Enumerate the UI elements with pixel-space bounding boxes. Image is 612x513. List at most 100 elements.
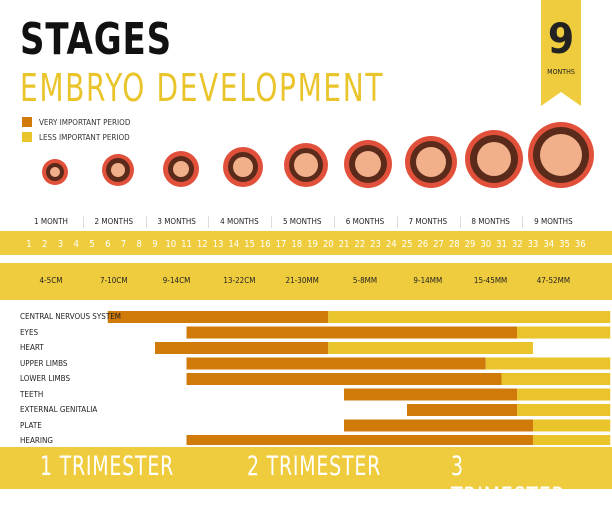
organ-label: EYES <box>20 327 39 337</box>
size-label: 9-14CM <box>162 276 191 285</box>
legend-label: VERY IMPORTANT PERIOD <box>39 117 131 127</box>
organ-label: UPPER LIMBS <box>20 358 68 368</box>
week-number: 20 <box>322 239 334 250</box>
trimester-1-label: 1 TRIMESTER <box>40 451 175 482</box>
trimester-band <box>0 447 612 489</box>
trimester-3-label: 3 TRIMESTER <box>451 451 566 513</box>
months-banner <box>541 0 581 106</box>
week-number: 35 <box>559 239 570 250</box>
month-divider <box>459 216 461 228</box>
week-number: 24 <box>385 239 397 250</box>
size-label: 4-5CM <box>39 276 63 285</box>
organ-label: HEARING <box>20 436 53 445</box>
embryo-month-1-icon <box>42 159 68 185</box>
organ-bar-very-important <box>107 311 329 323</box>
week-number: 7 <box>120 239 127 250</box>
week-number: 13 <box>212 239 224 250</box>
organ-label: PLATE <box>20 420 42 430</box>
month-label: 9 MONTHS <box>534 217 573 226</box>
month-label: 6 MONTHS <box>345 217 385 226</box>
month-label: 8 MONTHS <box>471 217 510 226</box>
embryo-month-7-icon <box>405 136 457 188</box>
month-divider <box>334 216 335 228</box>
badge-label: MONTHS <box>547 68 575 76</box>
week-number: 8 <box>136 239 142 250</box>
organ-bar-less-important <box>517 388 611 401</box>
badge-number: 9 <box>547 14 575 63</box>
week-number: 36 <box>574 239 586 250</box>
legend-item-less-important: LESS IMPORTANT PERIOD <box>22 130 130 144</box>
week-number: 23 <box>370 239 381 250</box>
page-subtitle: EMBRYO DEVELOPMENT <box>20 66 385 110</box>
week-number: 32 <box>511 239 523 250</box>
month-divider <box>271 216 273 228</box>
embryo-month-4-icon <box>223 147 263 187</box>
embryo-illustrations <box>42 122 594 188</box>
month-divider <box>522 216 524 228</box>
organ-label: TEETH <box>20 389 44 399</box>
week-number: 29 <box>464 239 476 250</box>
organ-bar-very-important <box>155 342 329 354</box>
organ-label: HEART <box>20 343 44 352</box>
month-label: 2 MONTHS <box>94 217 134 226</box>
week-number: 30 <box>480 239 492 250</box>
legend-swatch-very-important <box>22 117 32 127</box>
trimester-2-label: 2 TRIMESTER <box>247 451 382 482</box>
size-label: 15-45MM <box>473 276 508 285</box>
week-number: 10 <box>165 239 177 250</box>
week-number: 4 <box>73 239 79 250</box>
week-number: 19 <box>307 239 318 250</box>
week-number: 12 <box>196 239 208 250</box>
week-number: 2 <box>42 239 48 250</box>
sizes-band <box>0 263 612 300</box>
weeks-band <box>0 231 612 255</box>
month-label: 1 MONTH <box>34 217 68 226</box>
week-number: 15 <box>244 239 255 250</box>
week-number: 6 <box>105 239 111 250</box>
week-number: 21 <box>338 239 350 250</box>
embryo-month-2-icon <box>102 154 134 186</box>
legend-item-very-important: VERY IMPORTANT PERIOD <box>22 115 130 129</box>
week-number: 28 <box>448 239 460 250</box>
week-number: 25 <box>401 239 413 250</box>
organ-development-chart <box>107 311 611 445</box>
month-divider <box>396 216 398 228</box>
organ-label: LOWER LIMBS <box>20 374 71 383</box>
embryo-month-6-icon <box>344 140 392 188</box>
organ-bar-very-important <box>186 357 486 370</box>
month-divider <box>208 216 210 228</box>
size-label: 13-22CM <box>223 276 256 285</box>
organ-label: EXTERNAL GENITALIA <box>20 405 98 414</box>
week-number: 1 <box>26 239 32 250</box>
organ-bar-less-important <box>501 373 611 385</box>
organ-bar-very-important <box>186 373 502 385</box>
organ-bar-very-important <box>186 435 533 445</box>
organ-bar-less-important <box>328 342 533 354</box>
month-divider <box>145 216 147 228</box>
month-label: 5 MONTHS <box>282 217 322 226</box>
embryo-month-5-icon <box>284 143 328 187</box>
week-number: 17 <box>275 239 287 250</box>
week-number: 33 <box>527 239 539 250</box>
page-title: STAGES <box>20 14 173 65</box>
organ-bar-less-important <box>533 419 611 432</box>
organ-bar-less-important <box>517 404 611 416</box>
organ-bar-very-important <box>344 388 518 401</box>
legend-swatch-less-important <box>22 132 32 142</box>
embryo-month-3-icon <box>163 151 199 187</box>
size-label: 5-8MM <box>352 276 378 285</box>
month-label: 4 MONTHS <box>220 217 259 226</box>
organ-bar-less-important <box>485 357 611 370</box>
organ-bar-very-important <box>186 326 518 339</box>
size-label: 47-52MM <box>536 276 571 285</box>
week-number: 9 <box>152 239 158 250</box>
month-label: 7 MONTHS <box>408 217 448 226</box>
organ-bar-less-important <box>328 311 611 323</box>
week-number: 31 <box>496 239 507 250</box>
month-label: 3 MONTHS <box>157 217 196 226</box>
organ-label: CENTRAL NERVOUS SYSTEM <box>20 312 121 321</box>
embryo-month-9-icon <box>528 122 594 188</box>
week-number: 11 <box>181 239 192 250</box>
organ-bar-less-important <box>533 435 611 445</box>
size-label: 21-30MM <box>285 276 319 285</box>
